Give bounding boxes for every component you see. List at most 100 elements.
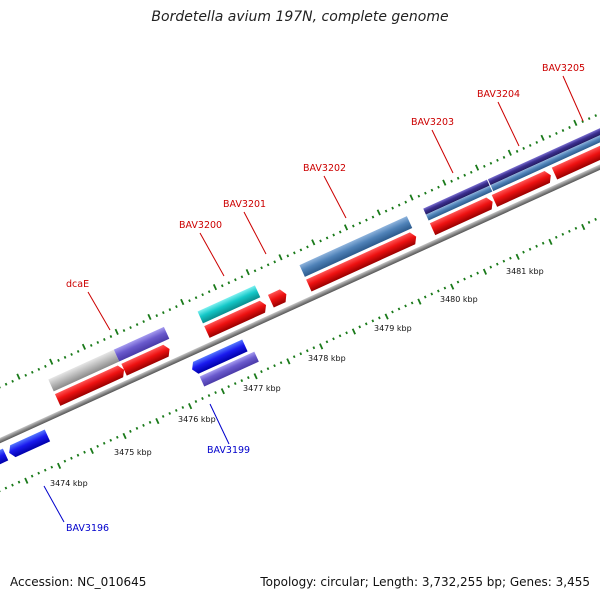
feature-BAV3204-bottom bbox=[490, 127, 600, 192]
feature-BAV3202-block bbox=[299, 216, 413, 277]
cds-edge-arrow bbox=[0, 448, 9, 466]
cds-BAV3201-arrow bbox=[267, 289, 287, 308]
major-tick bbox=[442, 179, 447, 186]
minor-tick bbox=[404, 304, 407, 308]
leader-BAV3204 bbox=[497, 101, 520, 147]
label-BAV3196: BAV3196 bbox=[66, 523, 109, 534]
minor-tick bbox=[371, 319, 375, 323]
minor-tick bbox=[135, 323, 139, 327]
minor-tick bbox=[214, 391, 217, 395]
minor-tick bbox=[364, 322, 368, 326]
leader-BAV3203 bbox=[431, 129, 454, 174]
reverse-cds-track bbox=[0, 339, 248, 466]
cds-dcaE-b-arrow bbox=[121, 344, 170, 376]
genome-summary-text: Topology: circular; Length: 3,732,255 bp… bbox=[260, 575, 590, 589]
minor-tick bbox=[207, 394, 211, 397]
scale-label-3475: 3475 kbp bbox=[114, 448, 152, 457]
minor-tick bbox=[378, 316, 381, 320]
feature-BAV3204-top bbox=[487, 121, 600, 186]
minor-tick bbox=[4, 486, 8, 490]
minor-tick bbox=[391, 206, 394, 210]
minor-tick bbox=[554, 235, 558, 239]
major-tick bbox=[376, 209, 381, 216]
minor-tick bbox=[587, 220, 591, 224]
minor-tick bbox=[325, 340, 329, 344]
minor-tick bbox=[57, 358, 60, 362]
minor-tick bbox=[535, 244, 538, 248]
minor-tick bbox=[201, 397, 204, 400]
minor-tick bbox=[17, 480, 21, 484]
minor-tick bbox=[122, 329, 126, 332]
label-BAV3201: BAV3201 bbox=[223, 199, 266, 210]
scale-label-3478: 3478 kbp bbox=[308, 354, 346, 363]
major-tick bbox=[581, 223, 586, 231]
minor-tick bbox=[63, 459, 67, 463]
minor-tick bbox=[568, 126, 571, 129]
minor-tick bbox=[227, 385, 230, 389]
minor-tick bbox=[292, 355, 296, 359]
minor-tick bbox=[63, 355, 67, 359]
label-dcaE: dcaE bbox=[66, 279, 89, 290]
major-tick bbox=[482, 268, 488, 275]
minor-tick bbox=[443, 286, 447, 290]
minor-tick bbox=[430, 292, 434, 296]
minor-tick bbox=[587, 117, 591, 121]
minor-tick bbox=[30, 370, 34, 374]
major-tick bbox=[188, 403, 193, 410]
minor-tick bbox=[489, 161, 493, 165]
minor-tick bbox=[247, 376, 250, 380]
minor-tick bbox=[463, 277, 466, 281]
minor-tick bbox=[181, 406, 185, 409]
minor-tick bbox=[266, 263, 270, 267]
minor-tick bbox=[0, 489, 1, 493]
minor-tick bbox=[522, 250, 525, 254]
minor-tick bbox=[70, 352, 73, 356]
label-BAV3199: BAV3199 bbox=[207, 445, 250, 456]
minor-tick bbox=[96, 341, 100, 344]
minor-tick bbox=[89, 343, 93, 347]
major-tick bbox=[417, 298, 422, 305]
minor-tick bbox=[528, 143, 532, 147]
major-tick bbox=[122, 432, 127, 440]
minor-tick bbox=[535, 140, 539, 144]
minor-tick bbox=[161, 414, 165, 418]
map-title: Bordetella avium 197N, complete genome bbox=[151, 9, 449, 25]
minor-tick bbox=[312, 346, 316, 350]
major-tick bbox=[245, 269, 250, 276]
minor-tick bbox=[240, 379, 244, 383]
minor-tick bbox=[273, 260, 277, 264]
minor-tick bbox=[194, 296, 198, 300]
minor-tick bbox=[417, 194, 421, 198]
minor-tick bbox=[483, 164, 486, 168]
minor-tick bbox=[515, 149, 519, 153]
minor-tick bbox=[233, 382, 237, 386]
minor-tick bbox=[509, 256, 512, 260]
feature-BAV3203-top bbox=[423, 179, 490, 215]
major-tick bbox=[474, 164, 480, 171]
feature-grey-block bbox=[48, 349, 120, 392]
feature-BAV3199-block bbox=[199, 351, 259, 387]
minor-tick bbox=[37, 367, 41, 371]
minor-tick bbox=[463, 173, 467, 177]
cds-BAV3202-arrow bbox=[306, 232, 417, 292]
scale-label-3474: 3474 kbp bbox=[50, 479, 88, 488]
minor-tick bbox=[129, 429, 132, 433]
minor-tick bbox=[109, 335, 113, 338]
minor-tick bbox=[37, 471, 40, 475]
major-tick bbox=[147, 313, 152, 321]
minor-tick bbox=[568, 229, 571, 233]
minor-tick bbox=[76, 453, 80, 457]
leader-BAV3202 bbox=[323, 175, 347, 219]
cds-BAV3196-arrow bbox=[9, 429, 51, 458]
minor-tick bbox=[561, 129, 565, 132]
minor-tick bbox=[174, 408, 178, 412]
minor-tick bbox=[240, 275, 244, 279]
inner-tick-ring bbox=[0, 217, 597, 493]
scale-label-3481: 3481 kbp bbox=[506, 267, 544, 276]
minor-tick bbox=[561, 232, 565, 236]
major-tick bbox=[89, 447, 94, 455]
minor-tick bbox=[11, 483, 14, 487]
minor-tick bbox=[4, 382, 8, 386]
label-BAV3200: BAV3200 bbox=[179, 220, 222, 231]
